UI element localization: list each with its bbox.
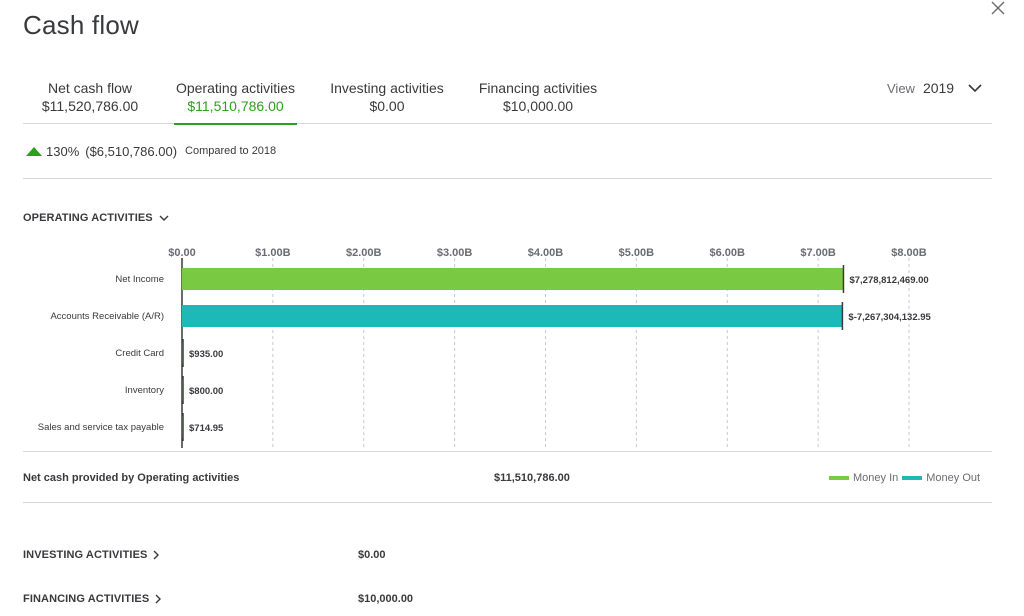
chevron-right-icon <box>153 550 160 560</box>
tab-label: Net cash flow <box>47 80 133 96</box>
x-tick-label: $5.00B <box>619 247 655 259</box>
tab-value: $11,510,786.00 <box>187 98 284 114</box>
bar <box>182 268 844 290</box>
tab-value: $10,000.00 <box>502 98 574 114</box>
tab-net-cash-flow[interactable]: Net cash flow $11,520,786.00 <box>40 78 140 124</box>
investing-activities-value: $0.00 <box>358 549 386 561</box>
category-label: Credit Card <box>115 348 164 359</box>
tab-financing-activities[interactable]: Financing activities $10,000.00 <box>477 78 599 124</box>
net-operating-value: $11,510,786.00 <box>494 472 570 484</box>
investing-activities-toggle[interactable]: INVESTING ACTIVITIES <box>23 549 160 561</box>
x-tick-label: $3.00B <box>437 247 473 259</box>
data-label: $714.95 <box>189 423 224 434</box>
divider <box>23 178 992 179</box>
net-operating-label: Net cash provided by Operating activitie… <box>23 472 240 484</box>
chart-legend: Money In Money Out <box>829 472 984 484</box>
compare-percent: 130% <box>46 143 80 159</box>
x-tick-label: $6.00B <box>710 247 746 259</box>
category-label: Sales and service tax payable <box>38 422 164 433</box>
operating-activities-chart: $0.00 $1.00B $2.00B $3.00B $4.00B $5.00B $6.00… <box>0 238 1024 450</box>
x-tick-label: $1.00B <box>255 247 291 259</box>
x-tick-label: $2.00B <box>346 247 382 259</box>
legend-label: Money In <box>853 472 899 484</box>
data-label: $7,278,812,469.00 <box>849 275 928 286</box>
compare-amount: ($6,510,786.00) <box>85 143 178 159</box>
page-title: Cash flow <box>23 10 139 40</box>
view-year-dropdown[interactable]: View 2019 <box>887 78 982 98</box>
summary-tabs: Net cash flow $11,520,786.00 Operating a… <box>23 78 992 125</box>
x-tick-label: $4.00B <box>528 247 564 259</box>
x-tick-label: $8.00B <box>891 247 927 259</box>
data-label: $935.00 <box>189 349 223 360</box>
chevron-right-icon <box>155 594 162 604</box>
close-button[interactable] <box>988 0 1008 18</box>
tab-label: Financing activities <box>478 80 598 96</box>
tab-label: Operating activities <box>175 80 296 96</box>
legend-money-out: Money Out <box>902 472 980 484</box>
financing-activities-value: $10,000.00 <box>358 593 414 605</box>
category-label: Net Income <box>115 274 164 285</box>
category-label: Accounts Receivable (A/R) <box>50 311 164 322</box>
x-tick-label: $0.00 <box>168 247 196 259</box>
view-label: View <box>887 80 915 96</box>
tab-value: $0.00 <box>369 98 405 114</box>
divider <box>23 502 992 503</box>
operating-activities-heading: OPERATING ACTIVITIES <box>23 212 153 224</box>
tab-value: $11,520,786.00 <box>41 98 139 114</box>
legend-swatch <box>829 476 849 480</box>
financing-activities-heading: FINANCING ACTIVITIES <box>23 593 150 605</box>
view-year-value: 2019 <box>922 80 955 96</box>
data-label: $800.00 <box>189 386 223 397</box>
x-tick-label: $7.00B <box>800 247 836 259</box>
tab-operating-activities[interactable]: Operating activities $11,510,786.00 <box>174 78 297 125</box>
close-icon <box>991 1 1005 15</box>
legend-swatch <box>902 476 923 480</box>
data-label: $-7,267,304,132.95 <box>848 312 931 323</box>
bar <box>182 305 843 327</box>
divider <box>23 451 992 452</box>
category-label: Inventory <box>125 385 164 396</box>
arrow-up-icon <box>26 146 42 156</box>
operating-activities-toggle[interactable]: OPERATING ACTIVITIES <box>23 212 169 224</box>
legend-label: Money Out <box>926 472 981 484</box>
legend-money-in: Money In <box>829 472 898 484</box>
year-comparison: 130% ($6,510,786.00) Compared to 2018 <box>26 142 276 160</box>
compare-text: Compared to 2018 <box>185 145 277 157</box>
investing-activities-heading: INVESTING ACTIVITIES <box>23 549 148 561</box>
tab-label: Investing activities <box>330 80 444 96</box>
chevron-down-icon <box>159 215 169 221</box>
financing-activities-toggle[interactable]: FINANCING ACTIVITIES <box>23 593 162 605</box>
tab-investing-activities[interactable]: Investing activities $0.00 <box>329 78 445 124</box>
bar-chart: $0.00 $1.00B $2.00B $3.00B $4.00B $5.00B $6.00… <box>38 247 932 448</box>
chevron-down-icon <box>968 84 982 93</box>
